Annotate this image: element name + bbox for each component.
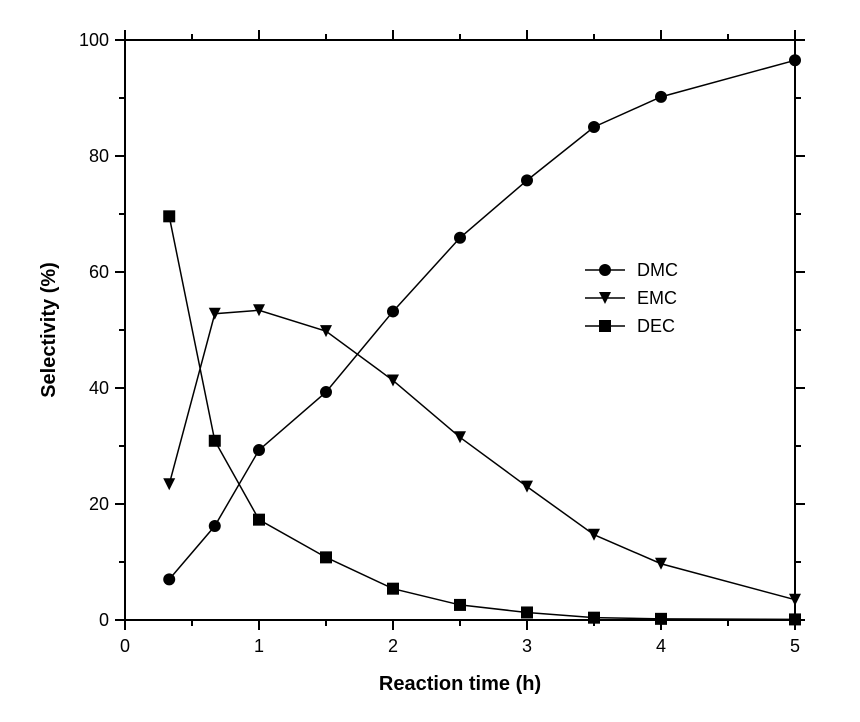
marker-square-dec [521, 606, 533, 618]
marker-circle-dmc [454, 232, 466, 244]
marker-triangle-down-emc [320, 325, 332, 337]
x-tick-label: 2 [388, 636, 398, 656]
y-tick-label: 40 [89, 378, 109, 398]
marker-square-dec [320, 551, 332, 563]
marker-triangle-down-emc [588, 529, 600, 541]
series-line-dmc [169, 60, 795, 579]
y-tick-label: 0 [99, 610, 109, 630]
marker-circle-legend-dmc [599, 264, 611, 276]
marker-circle-dmc [387, 305, 399, 317]
x-axis-title: Reaction time (h) [379, 673, 541, 695]
marker-triangle-down-emc [521, 481, 533, 493]
marker-triangle-down-emc [163, 478, 175, 490]
marker-square-dec [209, 435, 221, 447]
legend-label-dec: DEC [637, 316, 675, 336]
x-tick-label: 4 [656, 636, 666, 656]
marker-circle-dmc [789, 54, 801, 66]
legend-label-emc: EMC [637, 288, 677, 308]
marker-triangle-down-emc [454, 431, 466, 443]
marker-square-legend-dec [599, 320, 611, 332]
marker-circle-dmc [163, 573, 175, 585]
marker-circle-dmc [655, 91, 667, 103]
series-line-emc [169, 310, 795, 599]
x-tick-label: 1 [254, 636, 264, 656]
series-line-dec [169, 216, 795, 619]
chart-container: 0 1 2 3 4 5 0 20 40 60 80 100 Reaction time (h) Selec… [0, 0, 860, 722]
marker-square-dec [789, 613, 801, 625]
marker-square-dec [253, 514, 265, 526]
plot-frame [125, 40, 795, 620]
legend-label-dmc: DMC [637, 260, 678, 280]
marker-square-dec [588, 612, 600, 624]
y-tick-label: 60 [89, 262, 109, 282]
marker-triangle-down-emc [789, 594, 801, 606]
y-tick-label: 80 [89, 146, 109, 166]
marker-triangle-down-emc [655, 558, 667, 570]
y-tick-label: 100 [79, 30, 109, 50]
marker-circle-dmc [320, 386, 332, 398]
y-tick-label: 20 [89, 494, 109, 514]
marker-square-dec [655, 613, 667, 625]
marker-circle-dmc [521, 174, 533, 186]
x-tick-label: 3 [522, 636, 532, 656]
marker-circle-dmc [209, 520, 221, 532]
selectivity-chart: 0 1 2 3 4 5 0 20 40 60 80 100 Reaction time (h) Selec… [0, 0, 860, 722]
marker-square-dec [454, 599, 466, 611]
x-tick-label: 5 [790, 636, 800, 656]
marker-square-dec [387, 583, 399, 595]
y-axis-title: Selectivity (%) [38, 262, 60, 398]
marker-circle-dmc [588, 121, 600, 133]
x-tick-label: 0 [120, 636, 130, 656]
marker-circle-dmc [253, 444, 265, 456]
marker-square-dec [163, 210, 175, 222]
